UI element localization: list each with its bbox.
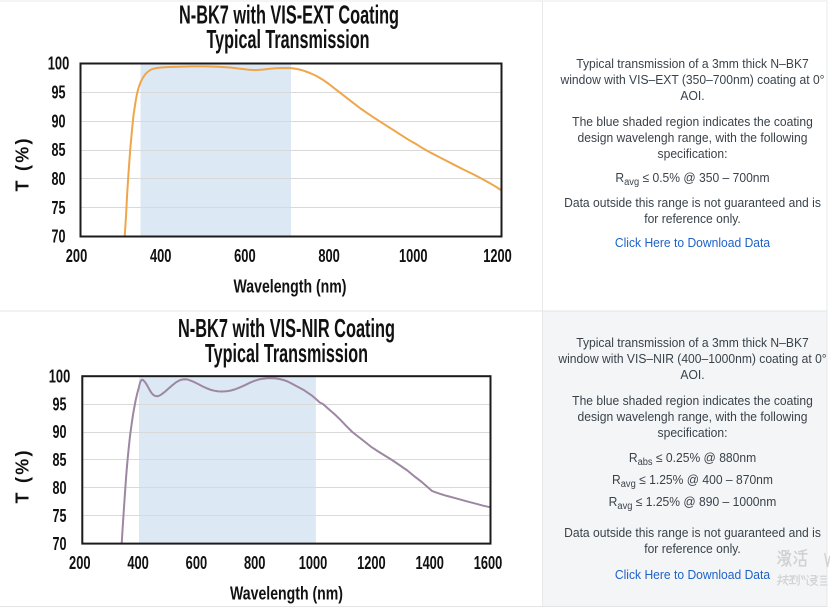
svg-text:N-BK7 with VIS-NIR Coating: N-BK7 with VIS-NIR Coating [178,313,395,343]
svg-text:1400: 1400 [415,553,444,573]
svg-text:1000: 1000 [299,553,328,573]
svg-text:80: 80 [53,478,67,498]
svg-text:100: 100 [48,54,70,74]
svg-text:1200: 1200 [483,246,512,266]
svg-text:Typical Transmission: Typical Transmission [207,24,370,54]
svg-text:1200: 1200 [357,553,386,573]
svg-text:800: 800 [318,246,340,266]
svg-text:85: 85 [53,450,67,470]
svg-text:Wavelength (nm): Wavelength (nm) [230,584,343,604]
svg-text:600: 600 [234,246,256,266]
svg-text:1000: 1000 [399,246,428,266]
svg-text:400: 400 [127,553,149,573]
svg-text:Wavelength (nm): Wavelength (nm) [234,277,347,297]
svg-text:T (%): T (%) [13,139,33,192]
svg-text:1600: 1600 [474,553,503,573]
svg-text:T (%): T (%) [13,451,33,504]
svg-text:Typical Transmission: Typical Transmission [205,338,368,368]
svg-text:200: 200 [69,553,91,573]
svg-text:75: 75 [53,506,67,526]
svg-text:100: 100 [49,366,71,386]
svg-text:75: 75 [52,198,66,218]
svg-text:400: 400 [150,246,172,266]
svg-text:70: 70 [53,534,67,554]
svg-text:90: 90 [52,111,66,131]
svg-text:85: 85 [52,140,66,160]
svg-text:N-BK7 with VIS-EXT Coating: N-BK7 with VIS-EXT Coating [179,0,399,29]
svg-text:800: 800 [244,553,266,573]
svg-text:70: 70 [52,227,66,247]
svg-text:95: 95 [53,394,67,414]
svg-text:90: 90 [53,422,67,442]
svg-text:95: 95 [52,83,66,103]
svg-text:600: 600 [186,553,208,573]
svg-text:80: 80 [52,169,66,189]
svg-text:200: 200 [66,246,88,266]
